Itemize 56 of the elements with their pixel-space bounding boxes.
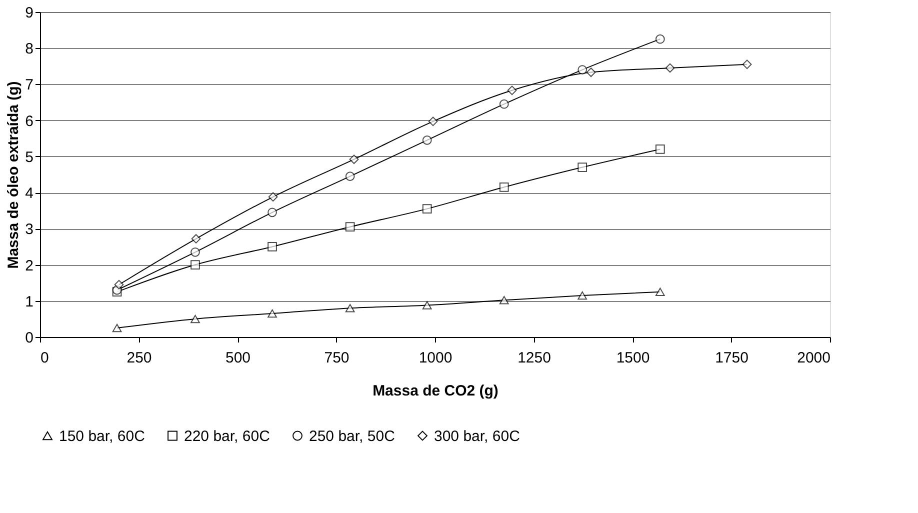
y-axis-title: Massa de óleo extraída (g) — [5, 81, 22, 269]
x-tick-label: 0 — [40, 350, 49, 366]
point — [499, 296, 509, 304]
point — [190, 247, 200, 257]
point — [345, 172, 355, 181]
y-tick-label: 6 — [25, 112, 34, 130]
point — [655, 288, 665, 296]
point — [742, 60, 752, 70]
point — [578, 65, 588, 74]
point — [422, 301, 432, 310]
y-tick-label: 8 — [25, 40, 34, 58]
legend-label: 220 bar, 60C — [184, 428, 270, 445]
x-tick-label: 500 — [225, 350, 251, 366]
y-tick-label: 5 — [25, 148, 34, 166]
x-tick-label: 1750 — [715, 350, 748, 366]
x-tick-label: 2000 — [797, 350, 830, 366]
x-tick-label: 750 — [324, 350, 350, 366]
point — [578, 162, 588, 172]
point — [190, 260, 200, 270]
legend-label: 150 bar, 60C — [59, 428, 146, 445]
point — [268, 192, 278, 202]
point — [114, 280, 124, 290]
legend-label: 300 bar, 60C — [434, 428, 520, 445]
x-tick-label: 1000 — [418, 350, 452, 366]
x-tick-label: 1250 — [518, 350, 551, 366]
x-tick-label: 1500 — [616, 350, 650, 366]
point — [655, 144, 665, 154]
point — [655, 34, 665, 44]
y-tick-label: 0 — [25, 330, 34, 346]
point — [422, 136, 432, 145]
point — [268, 208, 277, 218]
point — [191, 234, 201, 244]
legend-label: 250 bar, 50C — [309, 428, 396, 445]
point — [499, 99, 509, 109]
x-tick-label: 250 — [126, 350, 152, 366]
point — [345, 222, 355, 232]
point — [190, 314, 200, 324]
point — [349, 154, 359, 164]
point — [428, 116, 438, 126]
point — [268, 242, 277, 252]
point — [586, 68, 596, 77]
point — [112, 324, 122, 332]
point — [499, 182, 509, 192]
y-tick-label: 9 — [25, 4, 34, 22]
x-axis-title: Massa de CO2 (g) — [372, 382, 498, 400]
y-tick-label: 1 — [25, 293, 34, 310]
y-tick-label: 4 — [25, 185, 34, 202]
point — [665, 63, 675, 73]
point — [578, 291, 588, 300]
y-tick-label: 2 — [25, 257, 34, 274]
point — [268, 309, 277, 318]
y-tick-label: 3 — [25, 221, 34, 238]
point — [345, 304, 355, 312]
point — [507, 86, 517, 96]
point — [422, 204, 432, 214]
y-tick-label: 7 — [25, 76, 34, 94]
